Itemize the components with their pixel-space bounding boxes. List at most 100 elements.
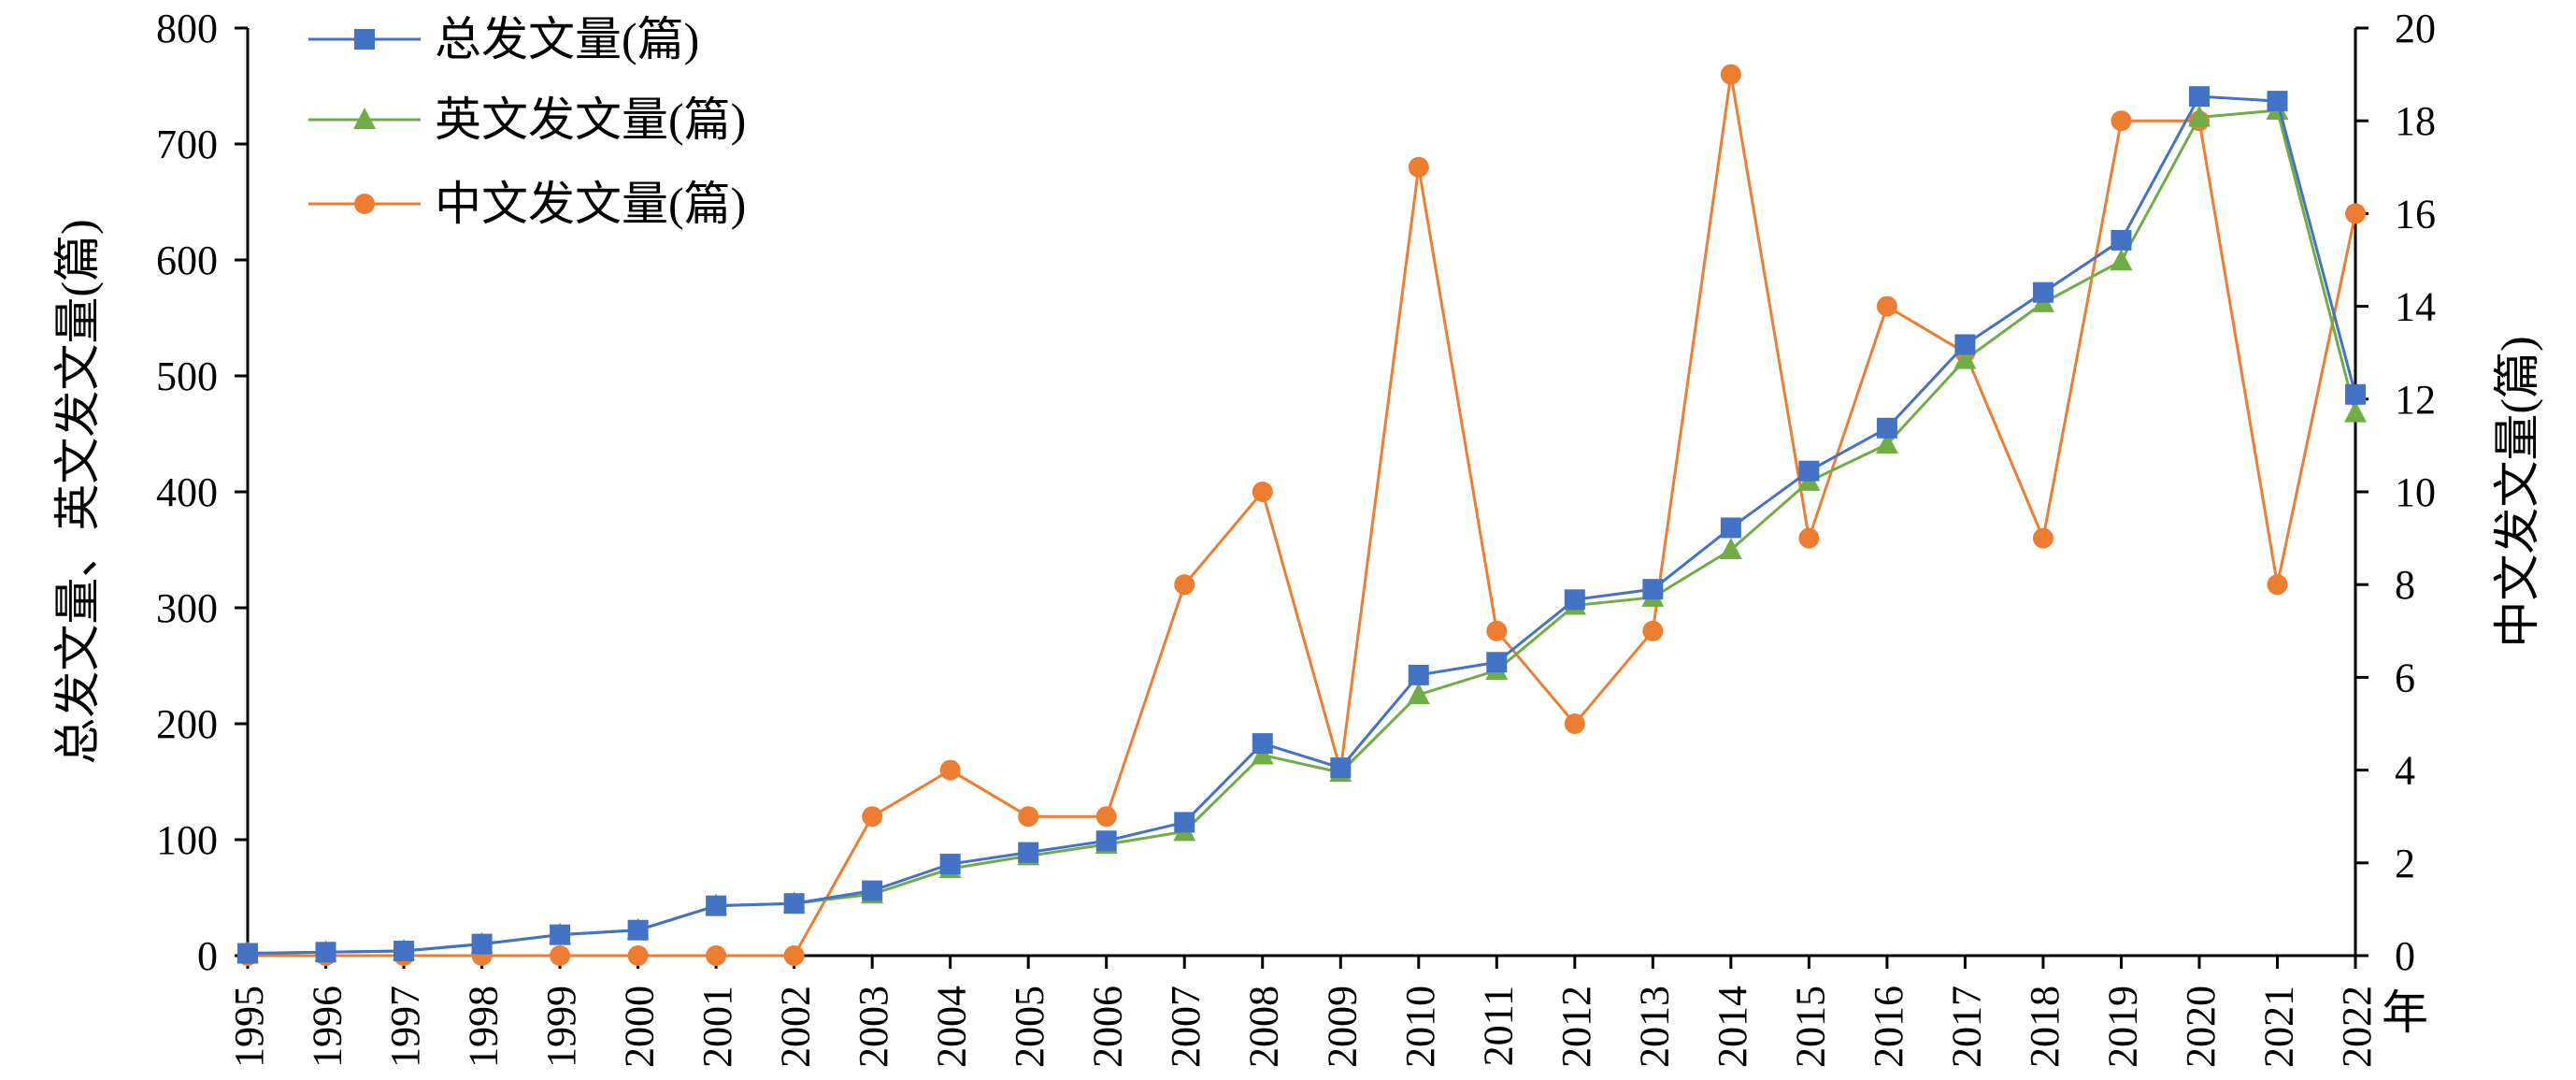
legend-swatch-marker [353, 108, 376, 129]
right-tick-label: 4 [2395, 748, 2415, 794]
legend-label: 英文发文量(篇) [435, 94, 746, 146]
data-point [1720, 64, 1741, 85]
data-point [2111, 229, 2132, 251]
data-point [1095, 830, 1117, 852]
data-point [2032, 527, 2054, 549]
left-tick-label: 100 [156, 817, 218, 863]
x-tick-label: 1997 [382, 986, 428, 1068]
data-point [1018, 806, 1039, 828]
data-point [783, 945, 805, 966]
data-point [2187, 105, 2211, 127]
data-point [1876, 417, 1897, 439]
right-tick-label: 6 [2395, 655, 2415, 700]
right-tick-label: 18 [2395, 98, 2436, 144]
data-point [1875, 432, 1898, 454]
x-tick-label: 2014 [1710, 986, 1755, 1068]
legend-label: 中文发文量(篇) [435, 178, 746, 230]
x-tick-label: 2005 [1007, 986, 1052, 1068]
data-point [237, 943, 258, 964]
x-tick-label: 2010 [1397, 986, 1443, 1068]
left-tick-label: 600 [156, 238, 218, 283]
data-point [1408, 156, 1429, 178]
data-point [471, 933, 493, 955]
data-point [783, 893, 805, 914]
left-tick-label: 500 [156, 353, 218, 399]
data-point [2345, 203, 2366, 224]
right-tick-label: 12 [2395, 377, 2436, 423]
x-tick-label: 1995 [226, 986, 272, 1068]
right-tick-label: 8 [2395, 562, 2415, 608]
data-point [394, 941, 415, 962]
data-point [1408, 664, 1429, 685]
right-tick-label: 2 [2395, 841, 2415, 886]
x-tick-label: 2020 [2178, 986, 2224, 1068]
right-axis-title: 中文发文量(篇) [2491, 336, 2543, 647]
x-tick-label: 2004 [929, 986, 975, 1068]
left-tick-label: 800 [156, 6, 218, 51]
data-point [1018, 842, 1039, 863]
x-tick-label: 2019 [2099, 986, 2145, 1068]
right-tick-label: 20 [2395, 6, 2436, 51]
data-point [2110, 249, 2133, 271]
data-point [1407, 683, 1430, 704]
left-tick-label: 400 [156, 469, 218, 515]
data-point [1719, 538, 1742, 559]
legend-item: 总发文量(篇) [308, 13, 699, 65]
data-point [1642, 579, 1664, 600]
legend: 总发文量(篇) 英文发文量(篇) 中文发文量(篇) [308, 13, 746, 230]
data-point [315, 942, 336, 963]
x-tick-label: 2017 [1943, 986, 1989, 1068]
data-point [627, 945, 649, 966]
x-tick-label: 2007 [1163, 986, 1209, 1068]
axes: 0 100 200 300 400 500 600 700 800 0 2 4 6 8 10 12 14 16 18… [51, 6, 2543, 1068]
x-tick-label: 1999 [538, 986, 584, 1068]
data-point [1486, 620, 1508, 641]
data-point [1720, 517, 1741, 539]
data-point [1564, 713, 1585, 734]
data-point [1642, 620, 1664, 641]
left-tick-label: 200 [156, 701, 218, 747]
series-line [248, 74, 2357, 958]
x-tick-label: 2016 [1866, 986, 1911, 1068]
x-tick-label: 2011 [1475, 986, 1521, 1066]
plot-area [236, 64, 2367, 966]
x-tick-label: 2001 [694, 986, 740, 1068]
series-line [247, 94, 2357, 956]
right-tick-label: 16 [2395, 191, 2436, 237]
data-point [1798, 527, 1820, 549]
x-tick-label: 2021 [2255, 986, 2301, 1068]
data-point [2267, 574, 2288, 596]
data-point [1095, 806, 1117, 828]
x-tick-label: 1998 [461, 986, 507, 1068]
data-point [939, 854, 961, 875]
x-axis-unit: 年 [2382, 986, 2428, 1039]
x-tick-label: 1996 [305, 986, 351, 1068]
x-tick-label: 2015 [1787, 986, 1833, 1068]
data-point [2032, 281, 2054, 303]
legend-swatch-marker [354, 29, 375, 50]
data-point [1252, 482, 1273, 502]
data-point [706, 895, 727, 916]
left-axis-title: 总发文量、英文发文量(篇) [51, 219, 104, 764]
left-tick-label: 300 [156, 585, 218, 631]
legend-item: 中文发文量(篇) [308, 178, 746, 230]
left-tick-label: 700 [156, 122, 218, 167]
data-point [1486, 652, 1508, 673]
legend-label: 总发文量(篇) [435, 13, 699, 65]
data-point [2344, 400, 2367, 423]
x-tick-label: 2012 [1553, 986, 1599, 1068]
x-tick-label: 2003 [851, 986, 896, 1068]
data-point [706, 945, 727, 966]
data-point [1252, 733, 1273, 755]
data-point [550, 924, 571, 945]
right-tick-label: 10 [2395, 469, 2436, 515]
data-point [1953, 347, 1977, 369]
left-tick-label: 0 [197, 933, 218, 979]
legend-item: 英文发文量(篇) [308, 94, 746, 146]
x-tick-label: 2018 [2022, 986, 2068, 1068]
right-tick-label: 14 [2395, 284, 2436, 330]
x-tick-label: 2006 [1085, 986, 1131, 1068]
data-point [1798, 460, 1820, 482]
right-tick-label: 0 [2395, 933, 2415, 979]
